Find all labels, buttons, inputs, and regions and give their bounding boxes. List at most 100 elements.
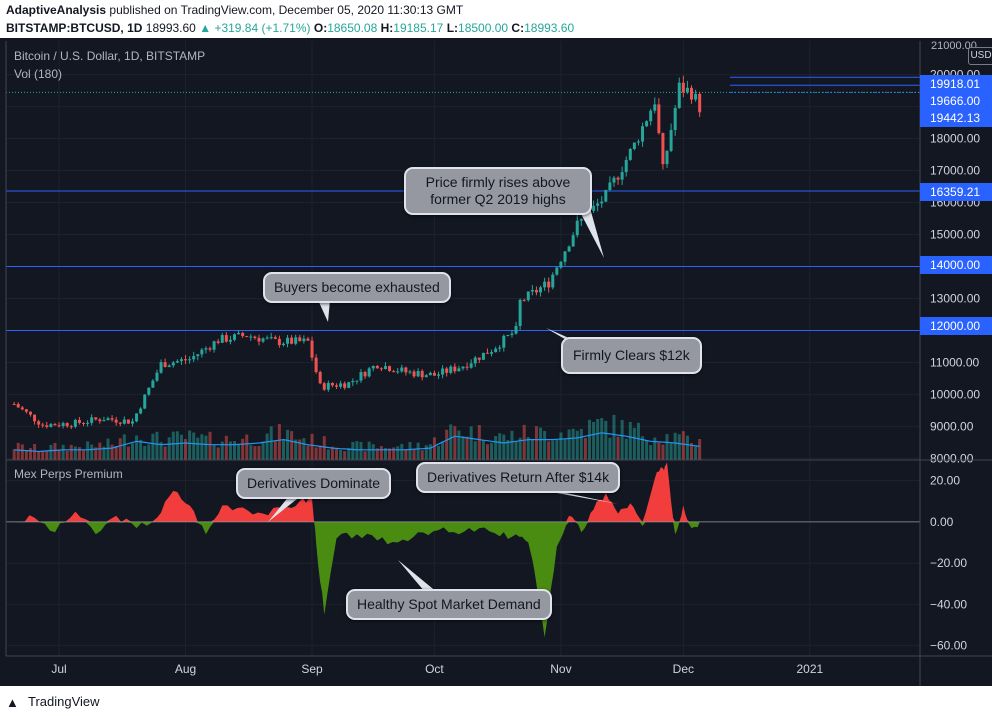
last-price: 18993.60 xyxy=(145,21,196,35)
candle-body xyxy=(65,423,69,427)
price-tick-label: 11000.00 xyxy=(930,355,979,369)
candle-body xyxy=(608,182,612,190)
volume-bar xyxy=(155,431,159,460)
candle-body xyxy=(461,366,465,369)
price-label-14000: 14000.00 xyxy=(920,256,992,274)
volume-bar xyxy=(694,446,698,460)
candle-body xyxy=(596,203,600,206)
volume-bar xyxy=(69,444,73,460)
volume-bar xyxy=(392,447,396,460)
candle-body xyxy=(559,261,563,268)
volume-bar xyxy=(408,442,412,460)
top-tick-label: 21000.00 xyxy=(931,40,977,52)
volume-bar xyxy=(12,449,16,460)
volume-bar xyxy=(420,450,424,460)
volume-bar xyxy=(506,439,510,460)
close-label: C: xyxy=(511,21,525,35)
main-pane-title: Bitcoin / U.S. Dollar, 1D, BITSTAMP xyxy=(14,49,206,63)
volume-bar xyxy=(412,448,416,460)
candle-body xyxy=(224,335,228,342)
callout-pointer xyxy=(398,560,444,598)
volume-bar xyxy=(139,439,143,460)
low-label: L: xyxy=(446,21,459,35)
candle-body xyxy=(661,133,665,165)
candle-body xyxy=(575,220,579,236)
candle-body xyxy=(82,422,86,424)
volume-bar xyxy=(383,448,387,460)
price-label-19442: 19442.13 xyxy=(920,109,992,127)
volume-bar xyxy=(179,434,183,460)
candle-body xyxy=(339,383,343,387)
candle-body xyxy=(330,382,334,386)
high-label: H: xyxy=(380,21,394,35)
candle-body xyxy=(351,381,355,383)
candle-body xyxy=(453,366,457,372)
volume-bar xyxy=(216,447,220,460)
price-tick-label: 13000.00 xyxy=(930,291,980,305)
candle-body xyxy=(641,126,645,142)
volume-bar xyxy=(428,444,432,460)
currency-button[interactable]: USD xyxy=(968,47,992,65)
volume-bar xyxy=(628,421,632,460)
volume-bar xyxy=(681,431,685,460)
volume-bar xyxy=(192,432,196,460)
candle-body xyxy=(102,420,106,422)
candle-body xyxy=(196,354,200,357)
candle-body xyxy=(228,339,232,342)
volume-bar xyxy=(494,436,498,460)
volume-bar xyxy=(547,441,551,460)
time-tick-label: Sep xyxy=(301,662,323,676)
footer-brand[interactable]: TradingView xyxy=(28,694,100,709)
candle-body xyxy=(12,404,16,406)
candle-body xyxy=(20,407,24,410)
candle-body xyxy=(673,108,677,130)
candle-body xyxy=(632,142,636,149)
price-tick-label: 9000.00 xyxy=(930,419,974,433)
candle-body xyxy=(555,267,559,275)
volume-bars xyxy=(12,414,702,460)
candle-body xyxy=(57,425,61,427)
candle-body xyxy=(269,337,273,339)
volume-bar xyxy=(175,431,179,460)
volume-bar xyxy=(188,430,192,460)
candle-body xyxy=(441,368,445,375)
chart-canvas[interactable]: 8000.00 9000.00 10000.00 11000.00 12000.00 13… xyxy=(0,38,992,686)
tradingview-logo-icon[interactable]: ▲ xyxy=(6,695,19,710)
sub-pane-title: Mex Perps Premium xyxy=(14,467,123,481)
candle-body xyxy=(286,337,290,344)
candle-body xyxy=(73,419,77,427)
candle-body xyxy=(396,371,400,373)
volume-bar xyxy=(135,435,139,460)
candle-body xyxy=(432,372,436,376)
volume-bar xyxy=(281,440,285,460)
candle-body xyxy=(685,87,689,93)
volume-bar xyxy=(269,426,273,460)
candle-body xyxy=(363,372,367,377)
price-tick-label: 17000.00 xyxy=(930,164,980,178)
volume-bar xyxy=(587,419,591,460)
volume-bar xyxy=(612,414,616,460)
candle-body xyxy=(314,357,318,372)
candle-body xyxy=(579,219,583,221)
author-name[interactable]: AdaptiveAnalysis xyxy=(6,3,107,17)
candle-body xyxy=(547,281,551,288)
candle-body xyxy=(273,337,277,339)
volume-bar xyxy=(98,442,102,460)
candle-body xyxy=(167,365,171,368)
candle-body xyxy=(290,337,294,344)
candle-body xyxy=(400,367,404,372)
volume-bar xyxy=(636,422,640,460)
candle-body xyxy=(534,289,538,293)
candle-body xyxy=(359,372,363,381)
volume-bar xyxy=(526,437,530,460)
volume-bar xyxy=(241,438,245,460)
candle-body xyxy=(184,359,188,361)
candle-body xyxy=(302,338,306,342)
time-tick-label: Aug xyxy=(175,662,196,676)
price-tick-label: 15000.00 xyxy=(930,228,980,242)
callout-pointers xyxy=(268,208,618,598)
volume-bar xyxy=(616,436,620,460)
candle-body xyxy=(86,422,90,424)
volume-bar xyxy=(286,429,290,460)
